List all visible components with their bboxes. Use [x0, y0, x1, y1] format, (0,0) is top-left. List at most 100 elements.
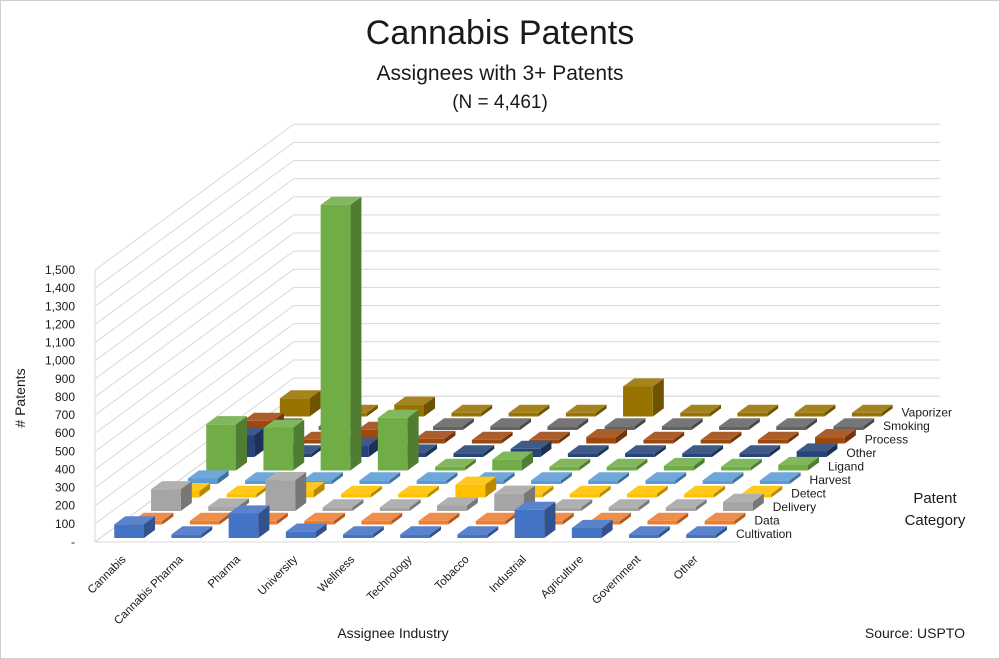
- bar-top: [645, 472, 687, 481]
- bar-side: [444, 430, 456, 444]
- bar-top: [702, 472, 744, 481]
- gridline: [94, 196, 941, 343]
- y-tick-label: 900: [55, 372, 75, 386]
- bar-front: [437, 505, 467, 511]
- series-label: Ligand: [828, 459, 864, 473]
- bar-top: [661, 418, 703, 427]
- y-tick-label: 300: [55, 481, 75, 495]
- bar-top: [567, 445, 609, 454]
- bar-side: [654, 445, 666, 457]
- bar-front: [567, 453, 598, 457]
- bar-front: [263, 427, 294, 471]
- bar-delivery-1: [151, 481, 192, 511]
- bar-top: [322, 499, 364, 508]
- series-label: Other: [846, 446, 876, 460]
- bar-front: [549, 466, 580, 471]
- bar-front: [551, 507, 582, 511]
- bar-side: [734, 512, 746, 525]
- bar-side: [309, 390, 321, 417]
- y-axis-ticks: - 100 200 300 400 500 600 700 800 900 1,000 1,100 1,…: [45, 263, 75, 549]
- bar-side: [180, 481, 192, 511]
- bar-front: [492, 459, 522, 471]
- x-category-label: Tobacco: [433, 554, 472, 593]
- y-tick-label: 1,300: [45, 299, 75, 313]
- bar-top: [700, 431, 742, 440]
- bar-side: [881, 404, 893, 417]
- bar-ligand-4: [377, 409, 419, 471]
- x-category-label: Industrial: [487, 554, 528, 595]
- y-tick-label: 1,500: [45, 263, 75, 277]
- bar-delivery-10: [665, 499, 707, 511]
- bar-front: [361, 520, 392, 525]
- bar-side: [824, 404, 836, 417]
- bar-top: [643, 431, 685, 440]
- bar-front: [606, 466, 637, 471]
- bar-side: [599, 485, 611, 498]
- bar-side: [352, 499, 364, 511]
- bar-side: [366, 404, 378, 417]
- gridline: [94, 341, 941, 489]
- bar-side: [235, 416, 248, 471]
- bar-front: [547, 426, 578, 430]
- series-label: Data: [754, 513, 780, 527]
- bar-side: [485, 476, 497, 498]
- bar-smoking-6: [547, 418, 589, 430]
- bar-side: [503, 472, 515, 484]
- bar-side: [560, 472, 572, 484]
- bar-top: [343, 526, 384, 535]
- bar-front: [737, 412, 768, 417]
- bar-front: [377, 417, 408, 471]
- bar-top: [571, 519, 613, 528]
- bar-smoking-10: [776, 418, 818, 430]
- bar-side: [732, 472, 744, 484]
- bar-front: [776, 426, 806, 430]
- bar-side: [446, 472, 458, 484]
- bar-detect-6: [455, 476, 497, 498]
- bar-front: [684, 493, 714, 498]
- bar-front: [359, 480, 390, 484]
- bar-front: [494, 493, 524, 511]
- bar-top: [776, 418, 818, 427]
- bar-front: [643, 439, 674, 444]
- bar-top: [453, 445, 495, 454]
- bar-front: [114, 524, 144, 538]
- bar-smoking-8: [661, 418, 703, 430]
- bar-top: [686, 526, 728, 535]
- bar-side: [256, 485, 268, 498]
- bar-top: [514, 501, 556, 510]
- bar-side: [638, 499, 650, 511]
- bar-cultivation-6: [400, 526, 442, 538]
- chart-title: Cannabis Patents: [365, 14, 635, 52]
- bar-top: [418, 512, 460, 521]
- bar-process-11: [815, 429, 856, 444]
- bar-side: [466, 497, 478, 511]
- bar-top: [627, 485, 668, 494]
- bar-front: [569, 493, 600, 498]
- bar-data-10: [647, 512, 689, 525]
- bar-side: [787, 431, 799, 444]
- bar-top: [492, 451, 534, 460]
- bar-smoking-7: [604, 418, 646, 430]
- bar-side: [636, 458, 648, 471]
- bar-top: [663, 457, 705, 466]
- bar-top: [739, 445, 781, 454]
- bar-front: [719, 426, 749, 430]
- bar-top: [189, 512, 231, 521]
- bar-top: [647, 512, 689, 521]
- bar-top: [629, 526, 670, 535]
- bar-cultivation-4: [285, 523, 327, 538]
- bar-front: [514, 509, 545, 538]
- bar-cultivation-11: [686, 526, 728, 538]
- bar-ligand-1: [206, 416, 248, 471]
- bar-front: [531, 480, 561, 484]
- bar-process-9: [700, 431, 742, 444]
- bar-side: [370, 485, 382, 498]
- series-labels: CultivationDataDeliveryDetectHarvestLiga…: [736, 405, 952, 541]
- bar-top: [243, 412, 284, 421]
- bar-side: [368, 437, 380, 457]
- bar-top: [490, 418, 532, 427]
- bar-front: [400, 534, 430, 538]
- bars: [114, 196, 893, 538]
- series-label: Process: [865, 432, 908, 446]
- bar-top: [394, 396, 436, 405]
